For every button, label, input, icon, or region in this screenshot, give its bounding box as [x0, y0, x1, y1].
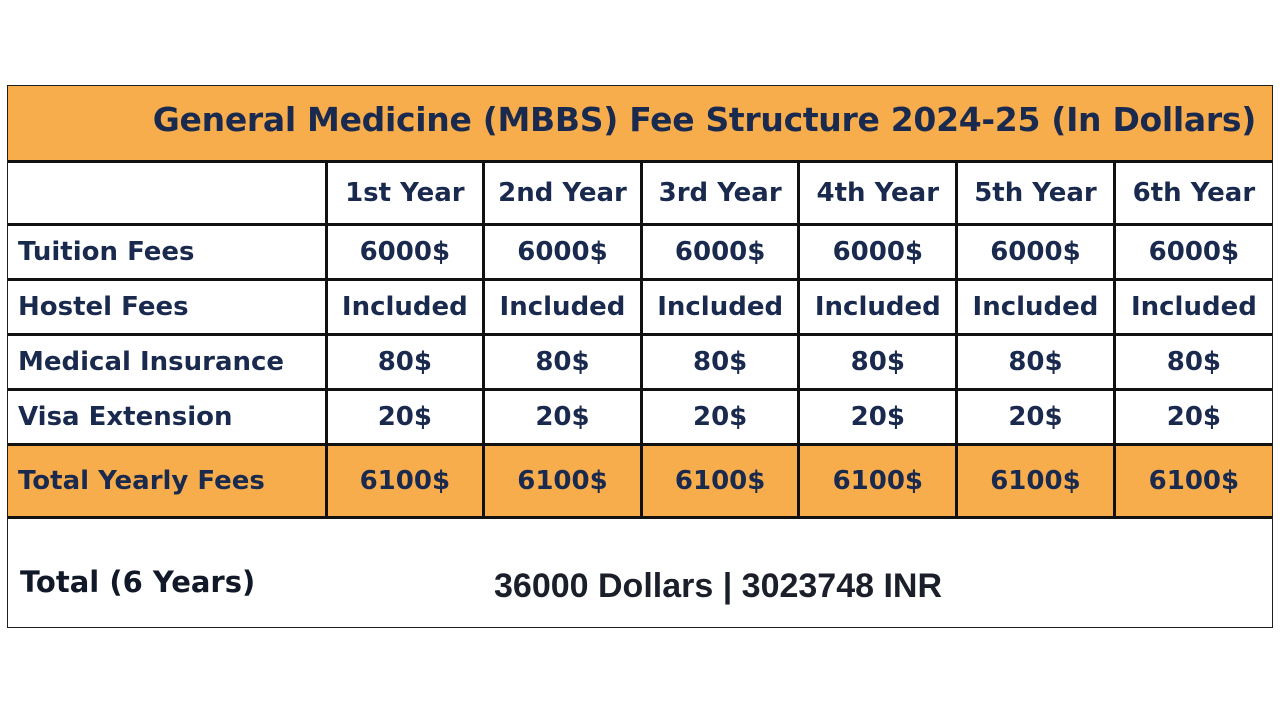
table-cell: 80$ [955, 332, 1116, 391]
row-label: Medical Insurance [8, 332, 328, 391]
table-cell: 6000$ [955, 222, 1116, 281]
table-cell: 6100$ [324, 442, 486, 519]
summary-row: Total (6 Years) 36000 Dollars | 3023748 … [8, 541, 1272, 627]
header-cell-year-6: 6th Year [1112, 163, 1272, 226]
header-cell-empty [8, 163, 328, 226]
header-cell-year-1: 1st Year [324, 163, 486, 226]
table-row-total: Total Yearly Fees 6100$ 6100$ 6100$ 6100… [8, 442, 1272, 519]
table-cell: 6000$ [324, 222, 486, 281]
table-row-hostel: Hostel Fees Included Included Included I… [8, 277, 1272, 336]
table-cell: 6100$ [482, 442, 643, 519]
table-cell: 6100$ [797, 442, 959, 519]
table-cell: 20$ [1112, 387, 1272, 446]
table-cell: 20$ [955, 387, 1116, 446]
table-cell: 80$ [482, 332, 643, 391]
page-title: General Medicine (MBBS) Fee Structure 20… [152, 100, 1257, 139]
table-cell: 6100$ [639, 442, 801, 519]
table-row-tuition: Tuition Fees 6000$ 6000$ 6000$ 6000$ 600… [8, 222, 1272, 281]
table-cell: 80$ [324, 332, 486, 391]
table-cell: 6000$ [482, 222, 643, 281]
table-cell: 80$ [639, 332, 801, 391]
table-cell: 80$ [1112, 332, 1272, 391]
table-row-insurance: Medical Insurance 80$ 80$ 80$ 80$ 80$ 80… [8, 332, 1272, 391]
row-label: Hostel Fees [8, 277, 328, 336]
row-label: Total Yearly Fees [8, 442, 328, 519]
table-cell: 20$ [797, 387, 959, 446]
table-cell: Included [639, 277, 801, 336]
summary-label: Total (6 Years) [20, 565, 256, 599]
table-cell: 80$ [797, 332, 959, 391]
table-cell: 6000$ [639, 222, 801, 281]
summary-value: 36000 Dollars | 3023748 INR [494, 567, 943, 605]
table-cell: Included [1112, 277, 1272, 336]
header-cell-year-3: 3rd Year [639, 163, 801, 226]
table-header-row: 1st Year 2nd Year 3rd Year 4th Year 5th … [8, 163, 1272, 226]
table-cell: 6000$ [1112, 222, 1272, 281]
fee-structure-card: General Medicine (MBBS) Fee Structure 20… [7, 85, 1273, 628]
table-cell: Included [955, 277, 1116, 336]
table-cell: 20$ [482, 387, 643, 446]
table-cell: 6100$ [955, 442, 1116, 519]
table-cell: 6000$ [797, 222, 959, 281]
title-bar: General Medicine (MBBS) Fee Structure 20… [8, 86, 1272, 163]
table-cell: 6100$ [1112, 442, 1272, 519]
row-label: Visa Extension [8, 387, 328, 446]
table-cell: 20$ [324, 387, 486, 446]
table-cell: Included [324, 277, 486, 336]
header-cell-year-5: 5th Year [955, 163, 1116, 226]
table-row-visa: Visa Extension 20$ 20$ 20$ 20$ 20$ 20$ [8, 387, 1272, 446]
header-cell-year-2: 2nd Year [482, 163, 643, 226]
table-cell: Included [482, 277, 643, 336]
table-cell: 20$ [639, 387, 801, 446]
header-cell-year-4: 4th Year [797, 163, 959, 226]
fee-table: 1st Year 2nd Year 3rd Year 4th Year 5th … [8, 163, 1272, 519]
row-label: Tuition Fees [8, 222, 328, 281]
table-cell: Included [797, 277, 959, 336]
